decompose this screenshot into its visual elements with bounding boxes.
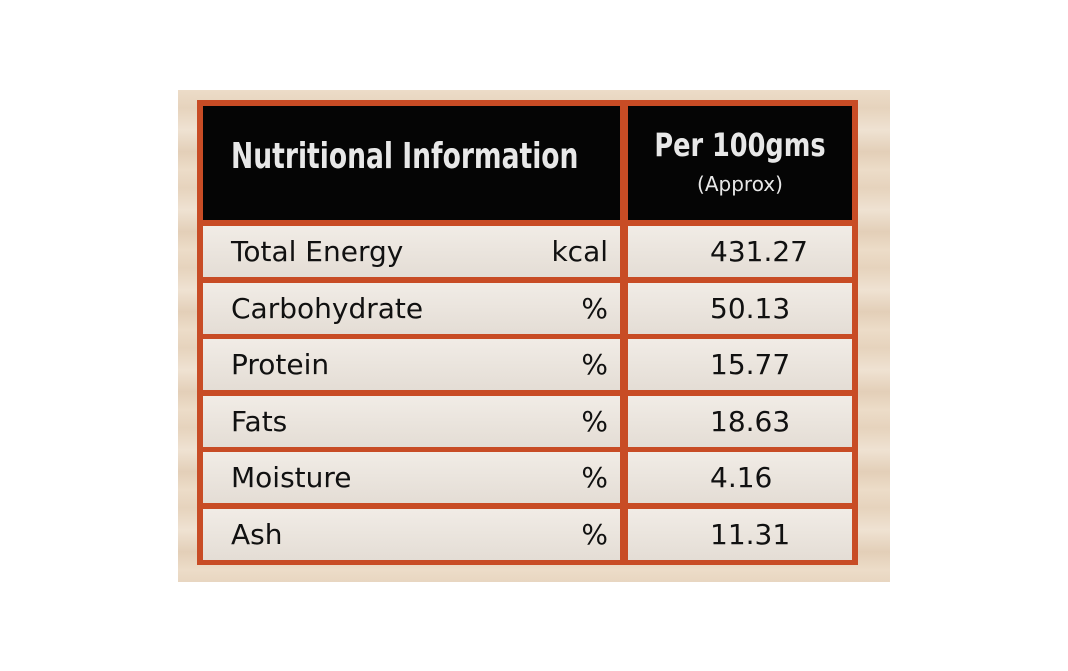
row-cell: Fats% xyxy=(203,396,620,447)
row-cell: Carbohydrate% xyxy=(203,283,620,334)
row-cell: Protein% xyxy=(203,339,620,390)
nutrient-unit: % xyxy=(581,405,608,438)
row-cell: 431.27 xyxy=(628,226,852,277)
nutrient-name: Fats xyxy=(231,405,288,438)
nutrient-name: Ash xyxy=(231,518,283,551)
nutrient-unit: % xyxy=(581,348,608,381)
nutrient-name: Total Energy xyxy=(231,235,404,268)
per-label: Per 100gms xyxy=(654,126,826,164)
nutrient-unit: kcal xyxy=(551,235,608,268)
table-title: Nutritional Information xyxy=(231,136,579,177)
row-cell: Total Energy kcal xyxy=(203,226,620,277)
row-cell: 11.31 xyxy=(628,509,852,560)
nutrient-unit: % xyxy=(581,461,608,494)
row-cell: 18.63 xyxy=(628,396,852,447)
approx-label: (Approx) xyxy=(697,172,783,196)
row-cell: 15.77 xyxy=(628,339,852,390)
nutrient-value: 50.13 xyxy=(710,292,791,325)
row-cell: Moisture% xyxy=(203,452,620,503)
nutrient-name: Carbohydrate xyxy=(231,292,424,325)
row-cell: Ash% xyxy=(203,509,620,560)
nutrient-name: Protein xyxy=(231,348,330,381)
nutrient-name: Moisture xyxy=(231,461,352,494)
row-cell: 50.13 xyxy=(628,283,852,334)
nutrient-value: 431.27 xyxy=(710,235,808,268)
nutrient-value: 11.31 xyxy=(710,518,791,551)
nutrient-value: 15.77 xyxy=(710,348,791,381)
nutrient-value: 18.63 xyxy=(710,405,791,438)
nutrient-unit: % xyxy=(581,518,608,551)
header-cell: Nutritional Information xyxy=(203,106,620,220)
nutrient-value: 4.16 xyxy=(710,461,773,494)
header-cell: Per 100gms (Approx) xyxy=(628,106,852,220)
row-cell: 4.16 xyxy=(628,452,852,503)
nutrient-unit: % xyxy=(581,292,608,325)
